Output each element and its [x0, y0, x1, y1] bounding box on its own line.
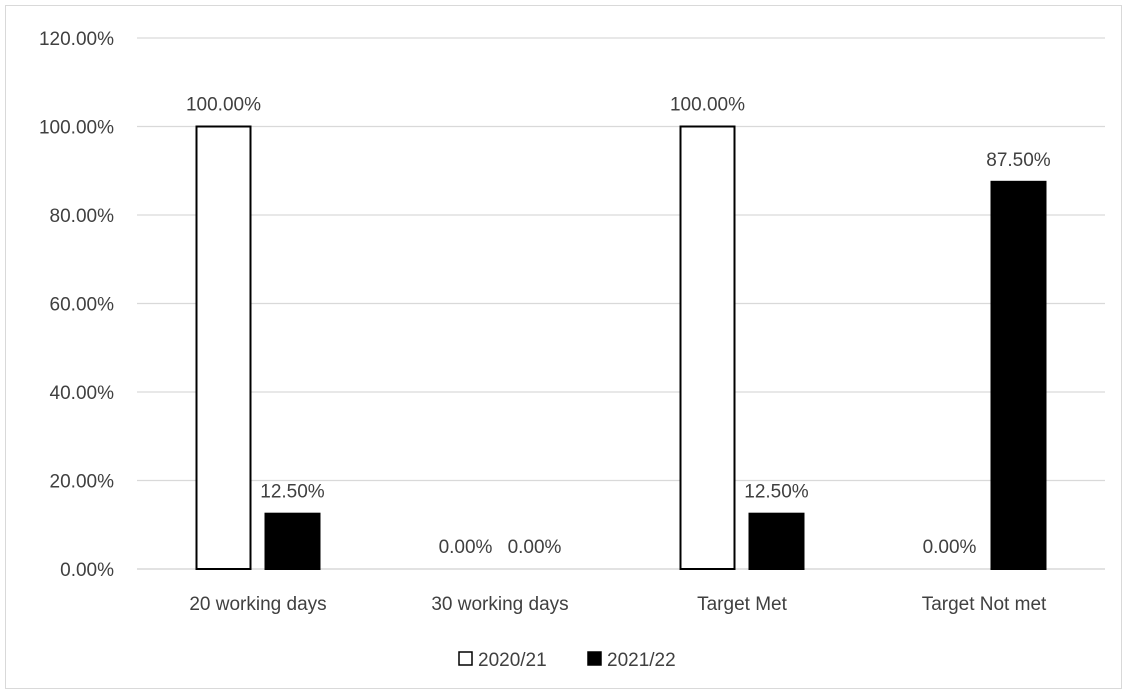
bar-2021-22-3: [990, 180, 1047, 570]
data-label: 0.00%: [439, 537, 493, 558]
x-axis-category-labels: 20 working days 30 working days Target Met…: [189, 594, 1047, 615]
category-label: 30 working days: [431, 594, 568, 615]
data-label: 0.00%: [508, 537, 562, 558]
data-label: 87.50%: [986, 150, 1051, 171]
legend-swatch-2020-21: [458, 651, 473, 666]
y-tick-label: 0.00%: [60, 560, 114, 581]
bars: [195, 125, 1047, 570]
category-label: Target Met: [697, 594, 787, 615]
data-label: 100.00%: [670, 95, 745, 116]
y-tick-label: 20.00%: [50, 472, 115, 493]
data-label: 12.50%: [744, 482, 809, 503]
y-tick-label: 40.00%: [50, 383, 115, 404]
bar-2021-22-0: [264, 512, 321, 570]
legend: 2020/21 2021/22: [458, 650, 676, 671]
y-axis-tick-labels: 0.00% 20.00% 40.00% 60.00% 80.00% 100.00% 120.…: [39, 29, 114, 581]
bar-2020-21-0: [195, 125, 252, 570]
data-labels: 100.00% 12.50% 0.00% 0.00% 100.00% 12.50% 0.00…: [186, 95, 1051, 559]
y-tick-label: 60.00%: [50, 295, 115, 316]
bar-2021-22-2: [748, 512, 805, 570]
data-label: 12.50%: [260, 482, 325, 503]
chart-frame: [5, 5, 1122, 689]
category-label: 20 working days: [189, 594, 326, 615]
legend-label: 2021/22: [607, 650, 676, 671]
data-label: 100.00%: [186, 95, 261, 116]
y-tick-label: 120.00%: [39, 29, 114, 50]
legend-swatch-2021-22: [587, 651, 602, 666]
data-label: 0.00%: [923, 537, 977, 558]
category-label: Target Not met: [922, 594, 1047, 615]
y-tick-label: 100.00%: [39, 118, 114, 139]
legend-label: 2020/21: [478, 650, 547, 671]
bar-2020-21-2: [679, 125, 736, 570]
y-tick-label: 80.00%: [50, 206, 115, 227]
